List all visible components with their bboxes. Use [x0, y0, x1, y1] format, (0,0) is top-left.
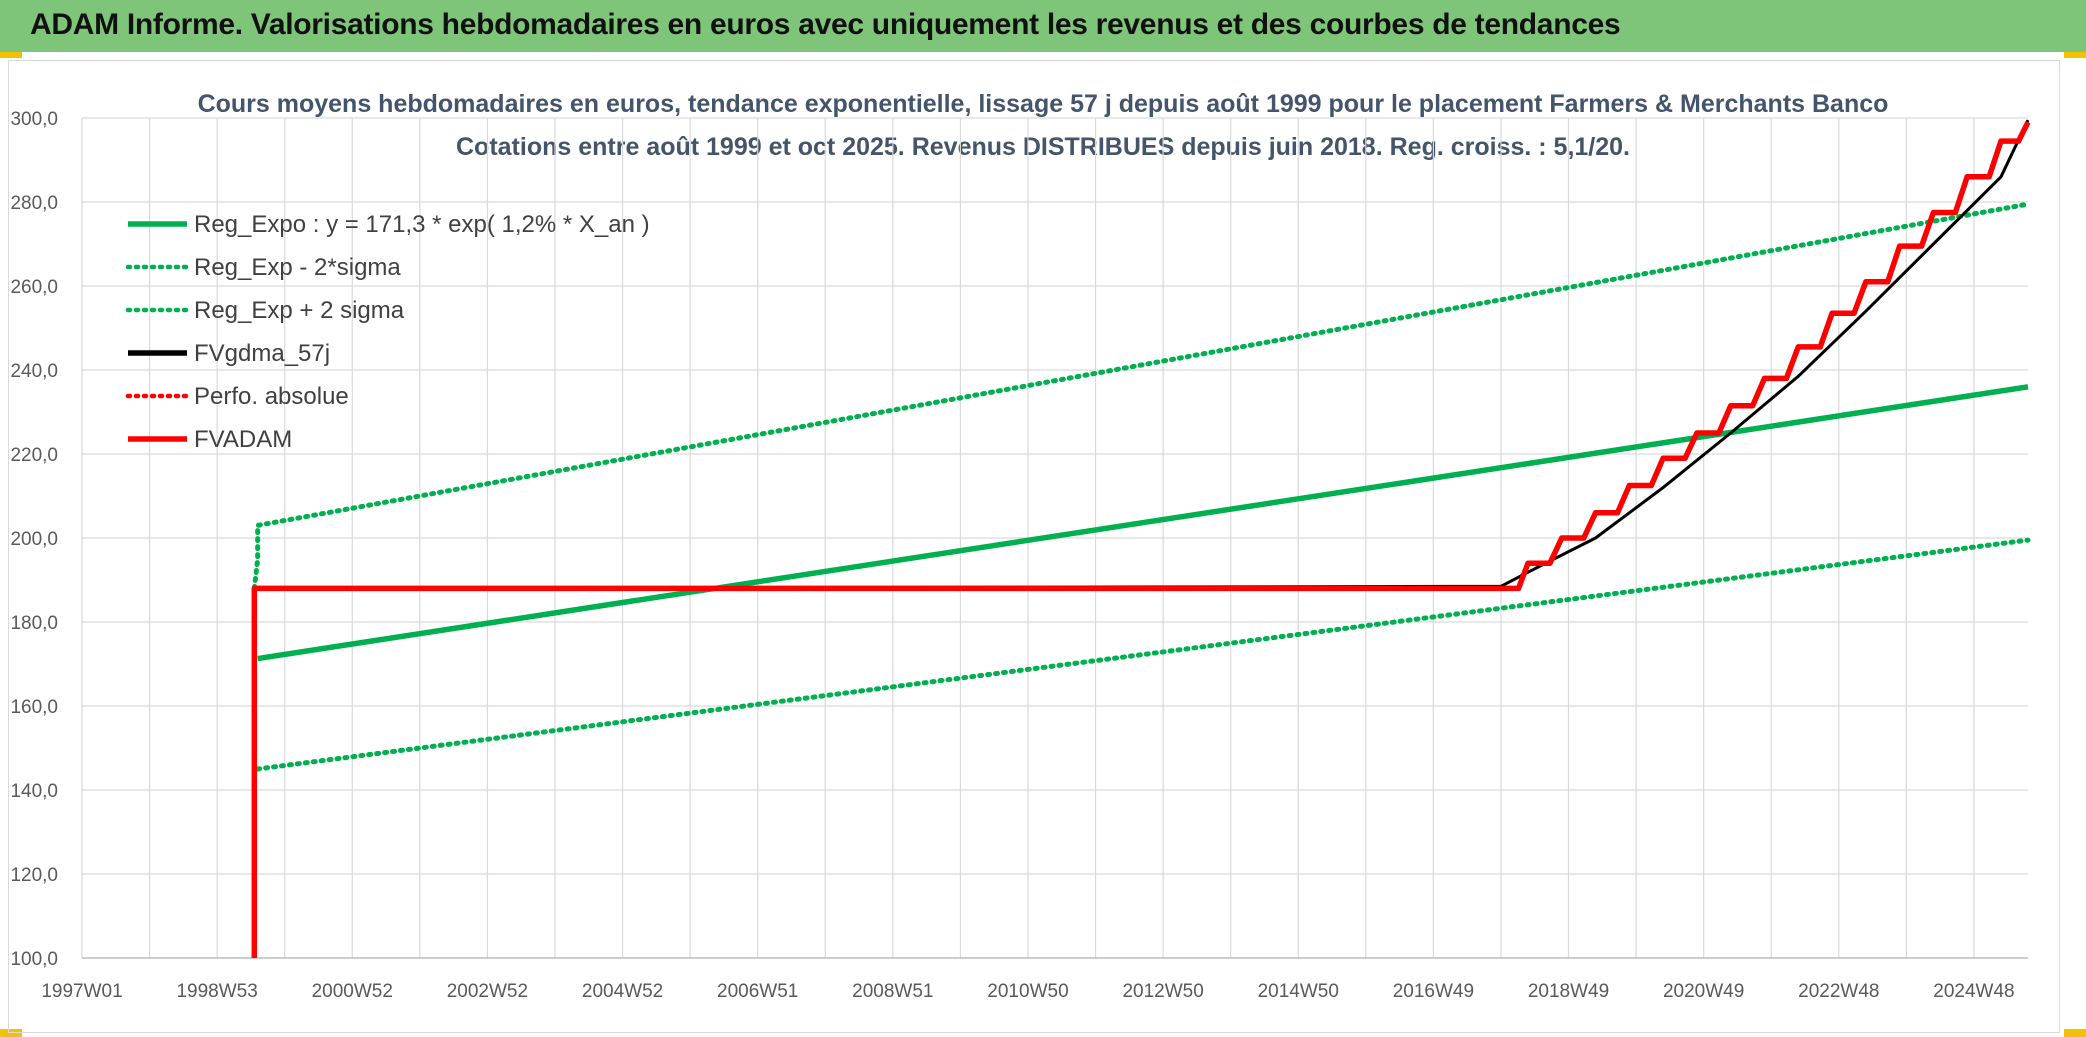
series-line	[255, 537, 2031, 772]
header-banner: ADAM Informe. Valorisations hebdomadaire…	[0, 0, 2086, 52]
x-tick-label: 2020W49	[1663, 981, 1744, 1002]
y-tick-label: 220,0	[10, 445, 58, 466]
y-tick-label: 120,0	[10, 865, 58, 886]
legend-label: FVgdma_57j	[194, 340, 330, 367]
legend-label: Perfo. absolue	[194, 383, 349, 410]
x-tick-label: 2018W49	[1528, 981, 1609, 1002]
series-line	[251, 120, 2031, 958]
series-line	[257, 119, 2030, 590]
x-tick-label: 2008W51	[852, 981, 933, 1002]
x-tick-label: 2012W50	[1122, 981, 1203, 1002]
series-line	[257, 384, 2029, 662]
y-tick-label: 200,0	[10, 529, 58, 550]
x-tick-label: 1998W53	[176, 981, 257, 1002]
legend-label: Reg_Expo : y = 171,3 * exp( 1,2% * X_an …	[194, 211, 650, 238]
x-tick-label: 2002W52	[447, 981, 528, 1002]
x-tick-label: 2016W49	[1393, 981, 1474, 1002]
legend: Reg_Expo : y = 171,3 * exp( 1,2% * X_an …	[125, 211, 650, 453]
y-tick-label: 280,0	[10, 193, 58, 214]
series-group	[251, 119, 2031, 958]
y-tick-label: 260,0	[10, 277, 58, 298]
x-tick-label: 1997W01	[41, 981, 122, 1002]
x-tick-label: 2004W52	[582, 981, 663, 1002]
y-tick-label: 300,0	[10, 109, 58, 130]
y-tick-label: 240,0	[10, 361, 58, 382]
y-tick-label: 180,0	[10, 613, 58, 634]
x-tick-label: 2000W52	[312, 981, 393, 1002]
y-axis: 100,0 120,0 140,0 160,0 180,0 200,0 220,0 240,0…	[10, 109, 58, 970]
corner-accent-top-left	[0, 52, 22, 58]
corner-accent-bottom-left	[0, 1029, 22, 1037]
corner-accent-top-right	[2064, 52, 2086, 58]
x-axis: 1997W01 1998W53 2000W52 2002W52 2004W52 2006W…	[41, 957, 2028, 1002]
y-tick-label: 160,0	[10, 697, 58, 718]
x-tick-label: 2010W50	[987, 981, 1068, 1002]
gridlines	[81, 117, 2028, 959]
chart-title: Cours moyens hebdomadaires en euros, ten…	[198, 90, 1889, 118]
chart-frame	[8, 60, 2060, 1033]
legend-label: FVADAM	[194, 426, 292, 453]
legend-label: Reg_Exp + 2 sigma	[194, 297, 405, 324]
chart-subtitle: Cotations entre août 1999 et oct 2025. R…	[456, 133, 1630, 161]
x-tick-label: 2014W50	[1258, 981, 1339, 1002]
series-line	[251, 201, 2031, 591]
x-tick-label: 2022W48	[1798, 981, 1879, 1002]
x-tick-label: 2024W48	[1933, 981, 2014, 1002]
y-tick-label: 100,0	[10, 949, 58, 970]
corner-accent-bottom-right	[2064, 1029, 2086, 1037]
y-tick-label: 140,0	[10, 781, 58, 802]
legend-label: Reg_Exp - 2*sigma	[194, 254, 401, 281]
x-tick-label: 2006W51	[717, 981, 798, 1002]
page-title: ADAM Informe. Valorisations hebdomadaire…	[30, 8, 1621, 41]
